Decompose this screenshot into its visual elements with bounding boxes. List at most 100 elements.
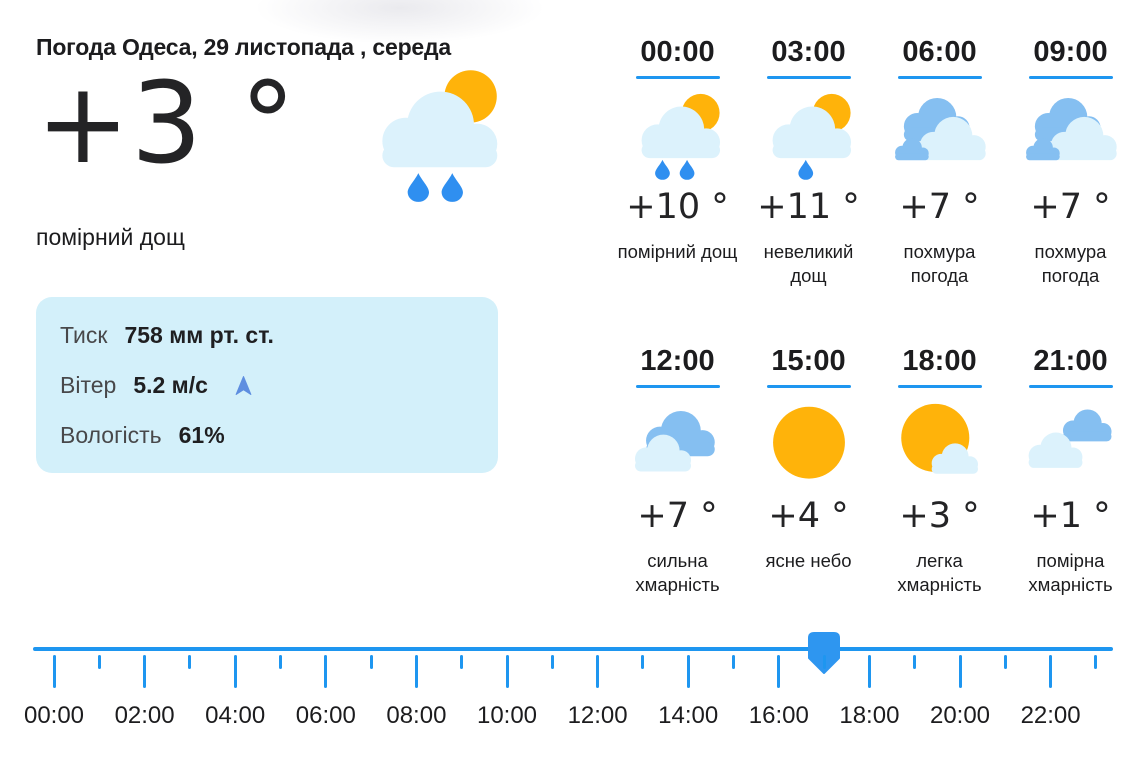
- mostly-cloudy-icon: [626, 400, 730, 490]
- slider-tick: [188, 655, 192, 669]
- slider-tick: [1003, 655, 1007, 669]
- forecast-time: 21:00: [1033, 345, 1108, 377]
- forecast-cell[interactable]: 21:00 +1 ° помірна хмарність: [1005, 339, 1136, 648]
- forecast-cell[interactable]: 18:00 +3 ° легка хмарність: [874, 339, 1005, 648]
- sun-cloud-rain-1-icon: [757, 91, 861, 181]
- detail-row-humidity: Вологість 61%: [60, 422, 474, 448]
- slider-tick: [414, 655, 418, 688]
- forecast-cell[interactable]: 00:00 +10 ° помірний дощ: [612, 30, 743, 339]
- forecast-grid: 00:00 +10 ° помірний дощ 03:00 +11 ° нев…: [612, 30, 1136, 648]
- forecast-time: 09:00: [1033, 36, 1108, 68]
- weather-details-card: Тиск 758 мм рт. ст. Вітер 5.2 м/с Вологі…: [36, 297, 498, 473]
- forecast-condition: невеликий дощ: [763, 241, 854, 286]
- slider-hour-label: 20:00: [929, 702, 991, 729]
- slider-hour-label: 14:00: [658, 702, 719, 729]
- forecast-condition: помірна хмарність: [1028, 550, 1113, 595]
- slider-tick: [369, 655, 373, 669]
- forecast-temperature: +11 °: [757, 187, 860, 227]
- slider-hour-label: 06:00: [295, 702, 356, 729]
- slider-tick: [686, 655, 690, 688]
- forecast-time: 18:00: [902, 345, 977, 377]
- detail-row-pressure: Тиск 758 мм рт. ст.: [60, 322, 474, 348]
- sun-cloud-rain-2-icon: [626, 91, 730, 181]
- slider-tick: [641, 655, 645, 669]
- current-temperature: +3 °: [36, 59, 297, 189]
- forecast-condition: похмура погода: [1034, 241, 1107, 286]
- forecast-time-underline: [635, 76, 720, 79]
- slider-tick: [460, 655, 464, 669]
- slider-hour-label: 22:00: [1020, 702, 1081, 729]
- page-title: Погода Одеса, 29 листопада , середа: [36, 34, 452, 60]
- pressure-label: Тиск: [60, 322, 108, 348]
- overcast-icon: [1019, 91, 1123, 181]
- slider-tick: [550, 655, 554, 669]
- slider-handle[interactable]: [808, 632, 841, 674]
- forecast-time-underline: [897, 76, 982, 79]
- slider-tick: [1049, 655, 1053, 688]
- time-slider: 00:00 02:00 04:00 06:00 08:00 10:00 12:00 14:00…: [24, 632, 1113, 752]
- detail-row-wind: Вітер 5.2 м/с: [60, 372, 474, 398]
- forecast-time-underline: [897, 385, 982, 388]
- slider-tick: [97, 655, 101, 669]
- forecast-condition: сильна хмарність: [635, 550, 720, 595]
- forecast-temperature: +4 °: [768, 496, 849, 536]
- clear-sun-icon: [757, 400, 861, 490]
- forecast-temperature: +7 °: [637, 496, 718, 536]
- humidity-value: 61%: [178, 422, 225, 448]
- slider-tick: [143, 655, 147, 688]
- pressure-value: 758 мм рт. ст.: [124, 322, 274, 348]
- forecast-time-underline: [1028, 385, 1113, 388]
- forecast-time: 00:00: [640, 36, 715, 68]
- slider-tick: [1094, 655, 1098, 669]
- forecast-temperature: +1 °: [1030, 496, 1111, 536]
- slider-tick: [867, 655, 871, 688]
- forecast-condition: похмура погода: [903, 241, 976, 286]
- sun-small-cloud-icon: [888, 400, 992, 490]
- slider-tick: [324, 655, 328, 688]
- slider-tick: [52, 655, 56, 688]
- current-condition: помірний дощ: [36, 224, 185, 250]
- forecast-time-underline: [635, 385, 720, 388]
- slider-tick: [913, 655, 917, 669]
- forecast-cell[interactable]: 09:00 +7 ° похмура погода: [1005, 30, 1136, 339]
- forecast-temperature: +10 °: [626, 187, 729, 227]
- slider-hour-label: 18:00: [839, 702, 900, 729]
- forecast-temperature: +7 °: [1030, 187, 1111, 227]
- wind-label: Вітер: [60, 372, 117, 398]
- forecast-time-underline: [1028, 76, 1113, 79]
- forecast-cell[interactable]: 12:00 +7 ° сильна хмарність: [612, 339, 743, 648]
- forecast-cell[interactable]: 15:00 +4 ° ясне небо: [743, 339, 874, 648]
- wind-value: 5.2 м/с: [133, 372, 208, 398]
- forecast-time: 03:00: [771, 36, 846, 68]
- forecast-time-underline: [766, 76, 851, 79]
- slider-track[interactable]: [33, 647, 1113, 651]
- forecast-cell[interactable]: 03:00 +11 ° невеликий дощ: [743, 30, 874, 339]
- forecast-time-underline: [766, 385, 851, 388]
- forecast-temperature: +7 °: [899, 187, 980, 227]
- slider-tick: [233, 655, 237, 688]
- forecast-cell[interactable]: 06:00 +7 ° похмура погода: [874, 30, 1005, 339]
- slider-tick: [596, 655, 600, 688]
- slider-hour-label: 02:00: [114, 702, 175, 729]
- partly-cloudy-icon: [1019, 400, 1123, 490]
- slider-hour-label: 08:00: [386, 702, 447, 729]
- slider-tick: [822, 655, 826, 669]
- slider-hour-label: 10:00: [476, 702, 538, 729]
- slider-tick: [732, 655, 735, 669]
- humidity-label: Вологість: [60, 422, 162, 448]
- slider-hour-label: 16:00: [748, 702, 809, 729]
- overcast-icon: [888, 91, 992, 181]
- slider-hour-label: 12:00: [567, 702, 628, 729]
- forecast-time: 12:00: [640, 345, 715, 377]
- forecast-time: 06:00: [902, 36, 977, 68]
- forecast-condition: легка хмарність: [897, 550, 982, 595]
- sun-cloud-rain-icon: [352, 46, 500, 211]
- slider-tick: [958, 655, 962, 688]
- forecast-temperature: +3 °: [899, 496, 980, 536]
- forecast-condition: помірний дощ: [617, 241, 738, 262]
- slider-hour-label: 04:00: [205, 702, 266, 729]
- wind-direction-icon: [233, 375, 254, 396]
- forecast-time: 15:00: [771, 345, 846, 377]
- forecast-condition: ясне небо: [765, 550, 852, 571]
